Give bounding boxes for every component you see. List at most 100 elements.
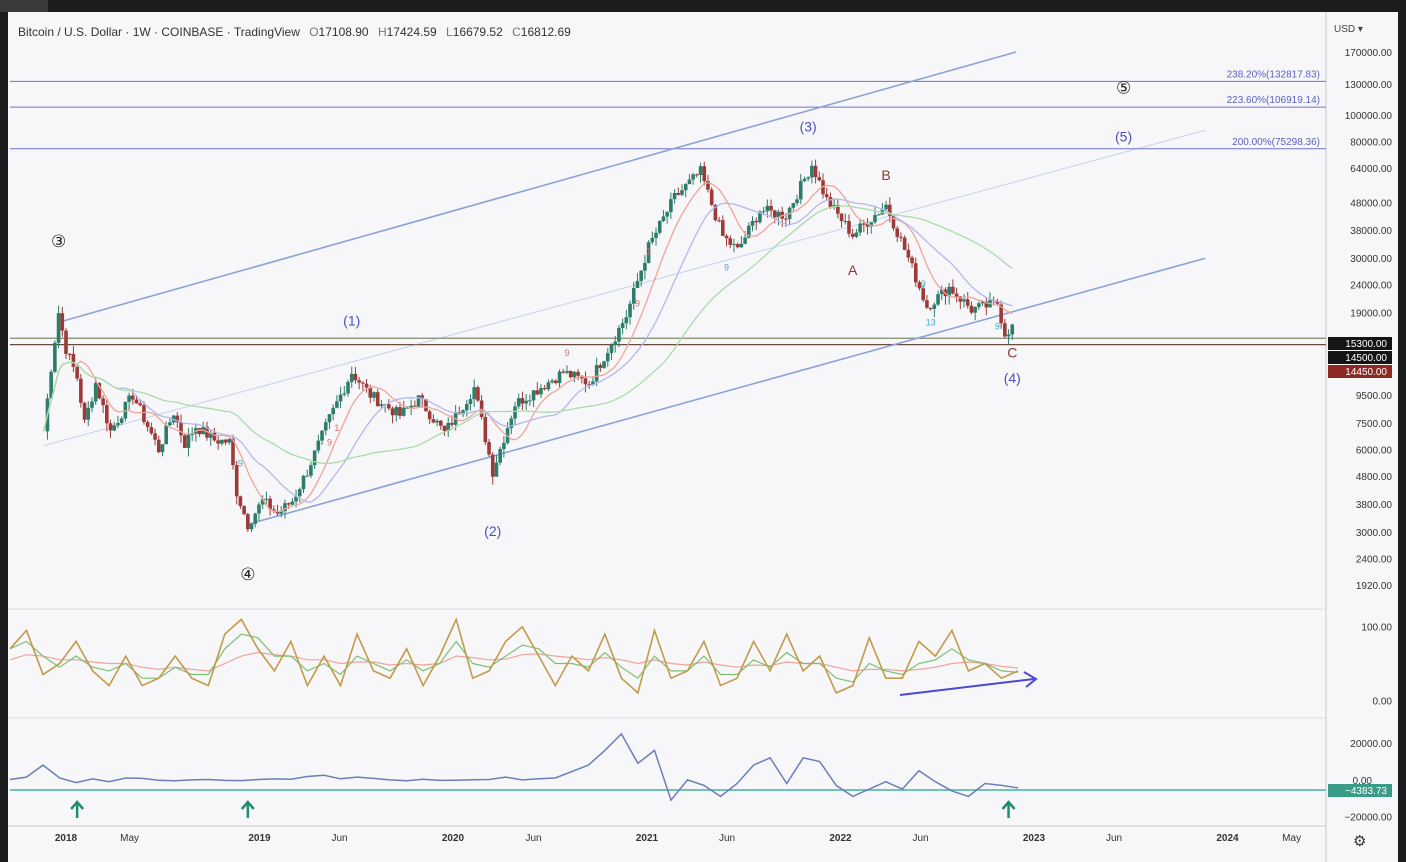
- candle-body: [917, 282, 922, 289]
- symbol-legend: Bitcoin / U.S. Dollar · 1W · COINBASE · …: [18, 25, 571, 39]
- candle-body: [398, 407, 402, 416]
- candle-body: [680, 190, 684, 195]
- time-tick-label: 2020: [442, 833, 465, 844]
- price-tag-label: 14450.00: [1345, 367, 1387, 378]
- chart-canvas[interactable]: 238.20%(132817.83) 223.60%(106919.14) 200.…: [8, 12, 1398, 862]
- candle-body: [635, 280, 640, 289]
- candle-body: [179, 422, 183, 436]
- wave-label: A: [848, 262, 858, 278]
- open-value: 17108.90: [318, 25, 369, 39]
- candle-body: [969, 305, 974, 313]
- indicator-tick-label: 20000.00: [1350, 739, 1392, 750]
- candle-body: [216, 440, 220, 444]
- candle-body: [246, 514, 250, 530]
- candle-body: [353, 373, 358, 381]
- candle-body: [784, 218, 788, 220]
- candle-body: [1006, 334, 1011, 337]
- right-border: [1398, 12, 1406, 862]
- candle-body: [268, 498, 272, 510]
- title-bar: [0, 0, 1406, 12]
- candle-body: [483, 417, 488, 443]
- wave-label: (2): [484, 523, 501, 539]
- candle-body: [108, 423, 113, 431]
- currency-selector[interactable]: USD ▾: [1334, 24, 1363, 35]
- candle-body: [257, 504, 261, 514]
- candle-body: [899, 236, 903, 238]
- time-tick-label: 2024: [1216, 833, 1239, 844]
- buy-signal-arrow-head: [240, 800, 255, 810]
- candle-body: [509, 418, 514, 429]
- price-tick-label: 6000.00: [1356, 446, 1393, 457]
- candle-body: [802, 178, 807, 181]
- candle-body: [758, 211, 762, 223]
- candle-body: [995, 300, 1000, 305]
- candle-body: [316, 440, 321, 451]
- wave-label: (5): [1115, 129, 1132, 145]
- candle-body: [405, 407, 410, 409]
- indicator-tick-label: −20000.00: [1344, 813, 1392, 824]
- candle-body: [576, 371, 580, 376]
- candle-body: [145, 422, 150, 428]
- candle-body: [828, 197, 833, 208]
- settings-gear-icon[interactable]: ⚙: [1353, 833, 1367, 850]
- candle-body: [1003, 323, 1007, 337]
- candle-body: [294, 496, 298, 502]
- candle-body: [409, 405, 413, 408]
- candle-body: [168, 422, 172, 426]
- candle-body: [331, 407, 335, 415]
- wave-label: (1): [343, 313, 360, 329]
- candle-body: [335, 401, 339, 408]
- open-label: O: [309, 25, 319, 39]
- candle-body: [349, 373, 354, 383]
- price-tick-label: 1920.00: [1356, 581, 1393, 592]
- price-tick-label: 80000.00: [1350, 138, 1392, 149]
- candle-body: [587, 384, 592, 386]
- close-label: C: [512, 25, 521, 39]
- candle-body: [375, 392, 380, 407]
- time-tick-label: Jun: [526, 833, 542, 844]
- main-pane: [10, 51, 1326, 533]
- ma-slow-line: [43, 205, 1013, 465]
- candle-body: [234, 465, 239, 497]
- candle-body: [53, 342, 57, 372]
- time-tick-label: Jun: [912, 833, 928, 844]
- candle-body: [424, 398, 428, 412]
- candle-body: [572, 371, 577, 378]
- wave-label: (3): [800, 119, 817, 135]
- candle-body: [962, 299, 966, 302]
- candle-body: [542, 388, 547, 390]
- candle-body: [138, 403, 143, 406]
- candle-body: [513, 406, 517, 419]
- candle-body: [932, 304, 937, 309]
- time-tick-label: Jun: [719, 833, 735, 844]
- candle-body: [884, 204, 888, 210]
- candle-body: [594, 365, 599, 382]
- candle-body: [713, 204, 718, 221]
- candle-body: [735, 244, 740, 248]
- candle-body: [836, 205, 840, 214]
- candle-body: [160, 444, 165, 453]
- candle-body: [568, 370, 573, 378]
- oscillator-tick-label: 0.00: [1373, 696, 1393, 707]
- td-count-label: 9: [327, 438, 332, 448]
- time-tick-label: May: [120, 833, 139, 844]
- candle-body: [858, 223, 862, 233]
- td-count-label: 13: [926, 318, 936, 328]
- channel-upper-line: [58, 51, 1017, 324]
- candle-body: [620, 323, 625, 328]
- candle-body: [973, 307, 977, 313]
- price-tick-label: 3800.00: [1356, 500, 1393, 511]
- candle-body: [372, 392, 376, 398]
- ma-fast-line: [43, 182, 1013, 513]
- candle-body: [772, 210, 777, 218]
- candle-body: [435, 420, 439, 423]
- divergence-arrow: [899, 678, 1035, 696]
- candle-body: [643, 262, 647, 271]
- candle-body: [862, 223, 866, 225]
- candle-body: [476, 387, 480, 401]
- candle-body: [238, 496, 243, 507]
- candle-body: [717, 220, 721, 222]
- price-tick-label: 30000.00: [1350, 254, 1392, 265]
- price-tag: [1328, 337, 1392, 350]
- candle-body: [806, 177, 810, 179]
